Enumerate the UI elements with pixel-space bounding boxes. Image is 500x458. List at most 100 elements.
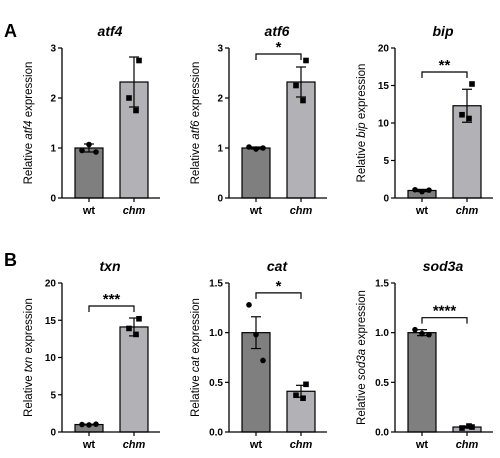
y-axis-label-prefix: Relative xyxy=(190,372,202,417)
data-point-chm xyxy=(136,57,142,64)
data-point-wt xyxy=(79,421,85,428)
y-tick-label: 2 xyxy=(50,94,56,105)
data-point-chm xyxy=(466,115,472,122)
y-axis-label: Relative bip expression xyxy=(356,64,368,183)
significance-label: * xyxy=(276,39,282,56)
data-point-wt xyxy=(419,188,425,195)
y-tick-label: 1 xyxy=(217,144,223,155)
x-tick-label-wt: wt xyxy=(249,205,263,217)
y-tick-label: 3 xyxy=(50,44,56,55)
y-tick-label: 15 xyxy=(45,316,57,327)
y-axis-label-suffix: expression xyxy=(190,298,202,357)
data-point-wt xyxy=(426,331,432,338)
x-tick-label-wt: wt xyxy=(82,205,96,217)
y-tick-label: 0 xyxy=(217,194,223,205)
data-point-wt xyxy=(79,147,85,154)
data-point-chm xyxy=(303,381,309,388)
x-tick-label-chm: chm xyxy=(290,439,313,451)
data-point-chm xyxy=(459,425,465,431)
bar-wt xyxy=(74,147,104,199)
y-tick-label: 15 xyxy=(378,81,390,92)
data-point-wt xyxy=(412,186,418,193)
y-axis-label-gene: atf6 xyxy=(190,120,202,140)
significance-bracket xyxy=(255,53,302,60)
y-tick-label: 1.0 xyxy=(375,328,389,339)
data-point-wt xyxy=(93,421,99,427)
y-tick-label: 0 xyxy=(383,194,389,205)
y-axis-label-prefix: Relative xyxy=(356,138,368,183)
x-tick-label-wt: wt xyxy=(415,439,429,451)
x-tick-label-wt: wt xyxy=(249,439,263,451)
data-point-chm xyxy=(303,57,309,64)
data-point-chm xyxy=(469,81,475,87)
y-tick-label: 0.0 xyxy=(209,428,223,439)
data-point-wt xyxy=(412,326,418,333)
y-tick-label: 2 xyxy=(217,94,223,105)
y-axis-label-suffix: expression xyxy=(23,62,35,121)
x-tick-label-chm: chm xyxy=(123,439,146,451)
y-axis-label: Relative atf4 expression xyxy=(23,62,35,185)
y-axis-label: Relative atf6 expression xyxy=(190,62,202,185)
y-tick-label: 20 xyxy=(45,279,57,290)
y-tick-label: 0.5 xyxy=(375,378,389,389)
y-tick-label: 5 xyxy=(50,390,56,401)
y-tick-label: 3 xyxy=(217,44,223,55)
y-tick-label: 1.0 xyxy=(209,328,223,339)
y-axis-label: Relative cat expression xyxy=(190,298,202,417)
data-point-chm xyxy=(469,424,475,430)
bar-wt xyxy=(241,147,271,199)
data-point-chm xyxy=(126,325,132,332)
y-axis-label-gene: txn xyxy=(23,357,35,372)
data-point-chm xyxy=(459,111,465,118)
significance-bracket xyxy=(88,305,135,313)
data-point-wt xyxy=(246,144,252,150)
data-point-chm xyxy=(133,107,139,114)
y-axis-label-gene: cat xyxy=(190,356,202,372)
significance-bracket xyxy=(421,317,468,324)
y-axis-label-gene: bip xyxy=(356,122,368,138)
data-point-wt xyxy=(253,146,259,152)
y-axis-label-gene: atf4 xyxy=(23,120,35,139)
y-axis-label: Relative sod3a expression xyxy=(356,290,368,425)
x-tick-label-chm: chm xyxy=(123,205,146,217)
x-tick-label-wt: wt xyxy=(415,205,429,217)
x-tick-label-wt: wt xyxy=(82,439,96,451)
data-point-chm xyxy=(133,331,139,338)
data-point-wt xyxy=(260,357,266,364)
significance-bracket xyxy=(421,71,468,78)
y-axis-label-suffix: expression xyxy=(23,298,35,357)
y-axis-label-suffix: expression xyxy=(190,62,202,121)
significance-label: **** xyxy=(433,303,457,320)
y-tick-label: 0 xyxy=(50,428,56,439)
y-tick-label: 0 xyxy=(50,194,56,205)
data-point-wt xyxy=(426,187,432,193)
significance-label: *** xyxy=(103,291,121,308)
chart-title: bip xyxy=(433,23,454,39)
data-point-chm xyxy=(300,97,306,104)
data-point-wt xyxy=(86,141,92,148)
panel-label-b: B xyxy=(4,250,17,270)
y-axis-label-gene: sod3a xyxy=(356,349,368,380)
data-point-wt xyxy=(253,331,259,338)
data-point-chm xyxy=(136,315,142,322)
y-axis-label-prefix: Relative xyxy=(190,140,202,185)
chart-title: atf6 xyxy=(265,23,290,39)
data-point-chm xyxy=(126,95,132,101)
data-point-chm xyxy=(466,423,472,429)
y-axis-label-suffix: expression xyxy=(356,64,368,123)
y-tick-label: 5 xyxy=(383,156,389,167)
x-tick-label-chm: chm xyxy=(456,205,479,217)
y-tick-label: 0.0 xyxy=(375,428,389,439)
y-axis-label-prefix: Relative xyxy=(356,380,368,425)
chart-title: sod3a xyxy=(423,258,464,274)
y-tick-label: 1.5 xyxy=(375,279,389,290)
y-tick-label: 10 xyxy=(45,353,57,364)
data-point-wt xyxy=(419,330,425,337)
data-point-chm xyxy=(293,82,299,89)
